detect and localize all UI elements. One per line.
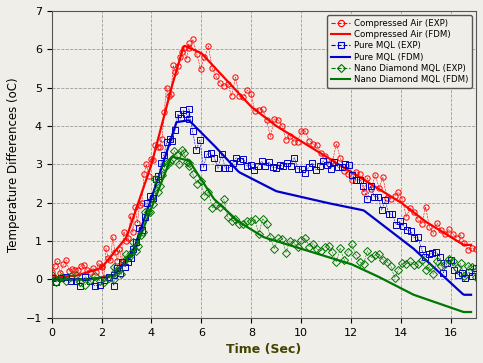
Y-axis label: Temperature Differences (oC): Temperature Differences (oC) [7, 77, 20, 252]
Legend: Compressed Air (EXP), Compressed Air (FDM), Pure MQL (EXP), Pure MQL (FDM), Nano: Compressed Air (EXP), Compressed Air (FD… [327, 15, 472, 88]
X-axis label: Time (Sec): Time (Sec) [226, 343, 301, 356]
